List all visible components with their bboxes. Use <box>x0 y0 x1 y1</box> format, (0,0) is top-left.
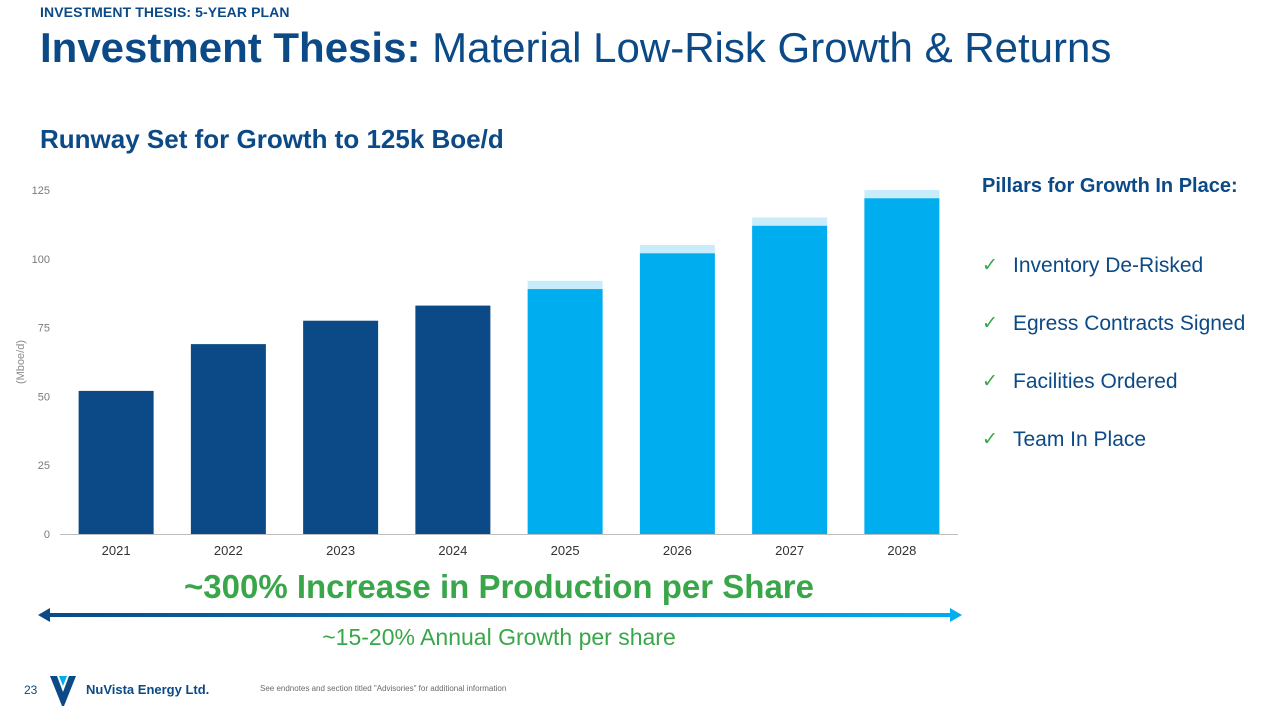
bar-2026 <box>639 253 715 534</box>
x-tick-label: 2025 <box>551 543 580 558</box>
pillar-item: ✓ Inventory De-Risked <box>982 254 1245 312</box>
x-tick-label: 2026 <box>663 543 692 558</box>
growth-caption: ~15-20% Annual Growth per share <box>322 624 676 650</box>
page-number: 23 <box>24 683 38 697</box>
chart-title: Runway Set for Growth to 125k Boe/d <box>40 124 504 154</box>
y-tick-label: 100 <box>32 254 50 266</box>
production-bar-chart: 0 25 50 75 100 125 2021 2022 2023 2024 2025 2026 20… <box>15 185 958 558</box>
checkmark-icon: ✓ <box>982 371 998 392</box>
y-tick-label: 125 <box>32 185 50 197</box>
y-axis-label: (Mboe/d) <box>15 340 27 384</box>
slide-kicker: INVESTMENT THESIS: 5-YEAR PLAN <box>40 4 290 20</box>
pillars-heading: Pillars for Growth In Place: <box>982 175 1238 197</box>
x-tick-label: 2023 <box>326 543 355 558</box>
footer-note: See endnotes and section titled "Advisor… <box>260 684 507 693</box>
bar-2022 <box>190 344 266 534</box>
headline-callout: ~300% Increase in Production per Share <box>184 568 814 605</box>
x-tick-label: 2022 <box>214 543 243 558</box>
pillar-label: Egress Contracts Signed <box>1013 312 1246 335</box>
slide-title: Investment Thesis: Material Low-Risk Gro… <box>40 24 1111 72</box>
x-tick-label: 2021 <box>102 543 131 558</box>
bar-range-band <box>639 245 715 254</box>
bar-range-band <box>527 280 603 290</box>
y-tick-label: 50 <box>38 391 50 403</box>
x-tick-label: 2027 <box>775 543 804 558</box>
bar-range-band <box>752 217 828 226</box>
bar-2028 <box>864 198 940 535</box>
pillar-label: Team In Place <box>1013 428 1147 451</box>
y-tick-label: 25 <box>38 460 50 472</box>
bar-2023 <box>303 320 379 534</box>
y-tick-label: 75 <box>38 323 50 335</box>
pillar-label: Facilities Ordered <box>1013 370 1178 393</box>
title-strong: Investment Thesis: <box>40 24 421 71</box>
title-rest: Material Low-Risk Growth & Returns <box>420 24 1112 71</box>
pillar-item: ✓ Egress Contracts Signed <box>982 312 1245 370</box>
nuvista-logo-icon <box>50 676 76 706</box>
y-tick-label: 0 <box>44 529 50 541</box>
checkmark-icon: ✓ <box>982 429 998 450</box>
checkmark-icon: ✓ <box>982 313 998 334</box>
x-tick-label: 2024 <box>438 543 467 558</box>
pillar-item: ✓ Team In Place <box>982 428 1245 486</box>
pillars-list: ✓ Inventory De-Risked ✓ Egress Contracts S… <box>982 254 1245 486</box>
bar-2024 <box>415 305 491 534</box>
double-arrow-icon <box>38 608 962 622</box>
bar-range-band <box>864 190 940 199</box>
x-tick-label: 2028 <box>887 543 916 558</box>
pillar-label: Inventory De-Risked <box>1013 254 1204 277</box>
bar-2021 <box>78 390 154 534</box>
company-name: NuVista Energy Ltd. <box>86 682 210 697</box>
pillar-item: ✓ Facilities Ordered <box>982 370 1245 428</box>
bar-2025 <box>527 289 603 534</box>
checkmark-icon: ✓ <box>982 255 998 276</box>
bar-2027 <box>752 225 828 534</box>
